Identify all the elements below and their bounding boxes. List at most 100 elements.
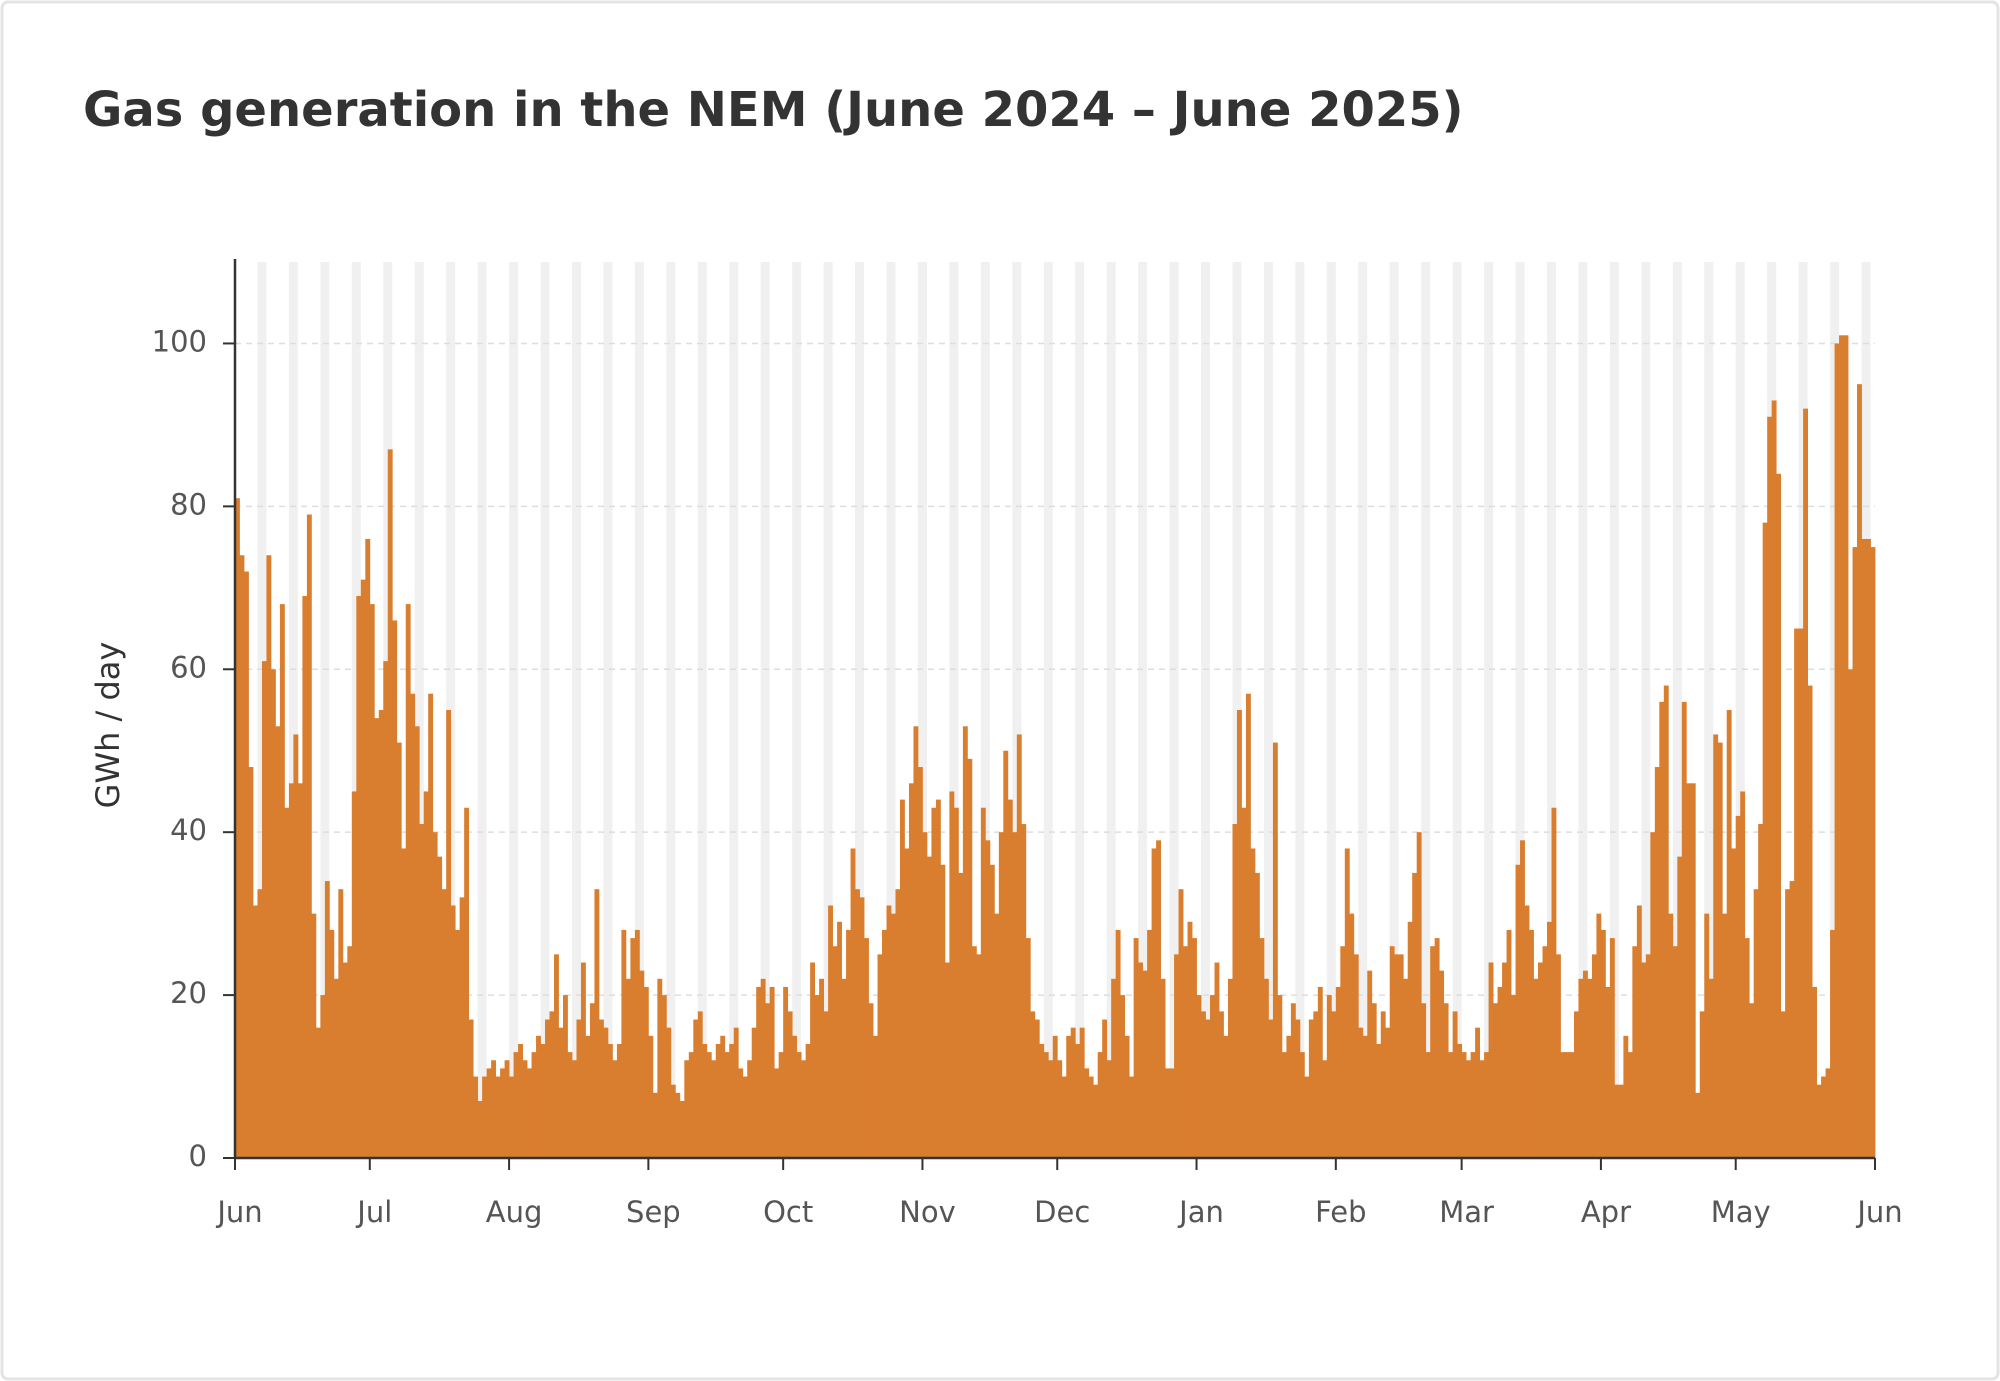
bar (1744, 938, 1750, 1158)
week-stripe (1704, 262, 1714, 1158)
bar (239, 555, 245, 1158)
bar (751, 1027, 757, 1158)
bar (329, 929, 335, 1158)
bar (819, 978, 825, 1158)
bar (1421, 1003, 1427, 1158)
bar (432, 832, 438, 1158)
bar (1708, 978, 1714, 1158)
bar (1699, 1011, 1705, 1158)
bar (652, 1092, 658, 1158)
bar (1434, 938, 1440, 1158)
bar (1870, 547, 1876, 1158)
bar (886, 905, 892, 1158)
bar (495, 1076, 501, 1158)
bar (1048, 1060, 1054, 1158)
bar (1115, 929, 1121, 1158)
bar (1371, 1003, 1377, 1158)
bar (868, 1003, 874, 1158)
bar (549, 1011, 555, 1158)
bar (1290, 1003, 1296, 1158)
week-stripe (1452, 262, 1462, 1158)
week-stripe (603, 262, 613, 1158)
bar (1776, 473, 1782, 1158)
bar (1254, 872, 1260, 1158)
bar (589, 1003, 595, 1158)
bar (1749, 1003, 1755, 1158)
bar (882, 929, 887, 1158)
bar (396, 742, 402, 1158)
bar (643, 986, 649, 1158)
bar (1632, 946, 1638, 1158)
bar (1394, 954, 1400, 1158)
bar (1587, 978, 1593, 1158)
bar (913, 726, 919, 1158)
bar (1866, 538, 1871, 1158)
bar (513, 1052, 519, 1158)
bar (967, 758, 973, 1158)
bar (1484, 1052, 1489, 1158)
bar (976, 954, 982, 1158)
bar (675, 1092, 681, 1158)
bar (1555, 954, 1561, 1158)
bar (1825, 1068, 1831, 1158)
bar (1780, 1011, 1786, 1158)
x-tick-label: Feb (1315, 1195, 1366, 1229)
bar (266, 555, 272, 1158)
bar (351, 791, 357, 1158)
bar (1502, 962, 1507, 1158)
bar (1524, 905, 1530, 1158)
bar (855, 889, 860, 1158)
y-tick-label: 100 (152, 324, 207, 358)
bar (980, 807, 986, 1158)
bar (1515, 864, 1521, 1158)
bar (1479, 1060, 1485, 1158)
bar (1227, 978, 1233, 1158)
week-stripe (666, 262, 676, 1158)
bar (1070, 1027, 1076, 1158)
bar (387, 449, 393, 1158)
week-stripe (855, 262, 865, 1158)
bar (1169, 1068, 1175, 1158)
bar (616, 1043, 622, 1158)
bar (252, 905, 258, 1158)
week-stripe (540, 262, 550, 1158)
bar (1097, 1052, 1103, 1158)
bar (904, 848, 910, 1158)
x-tick-label: Mar (1439, 1195, 1494, 1229)
bar (594, 889, 600, 1158)
bar (1340, 946, 1346, 1158)
bar (1322, 1060, 1328, 1158)
bar (917, 767, 923, 1158)
bar (1353, 954, 1359, 1158)
bar (1785, 889, 1791, 1158)
bar (428, 693, 434, 1158)
bar (841, 978, 847, 1158)
bar (302, 595, 308, 1158)
bar (1295, 1019, 1301, 1158)
bar (1457, 1043, 1463, 1158)
bar (1380, 1011, 1386, 1158)
bar (1066, 1035, 1072, 1158)
bar (1385, 1027, 1391, 1158)
bar (248, 767, 254, 1158)
bar (1061, 1076, 1067, 1158)
x-tick-label: Oct (763, 1195, 813, 1229)
bar (1389, 946, 1395, 1158)
bar (1771, 400, 1777, 1158)
bar (482, 1076, 488, 1158)
bar (1308, 1019, 1314, 1158)
bar (684, 1060, 690, 1158)
bar (1174, 954, 1179, 1158)
bar (270, 669, 276, 1158)
bar (1245, 693, 1251, 1158)
bar (1794, 628, 1800, 1158)
bar (486, 1068, 492, 1158)
week-stripe (792, 262, 802, 1158)
bar (257, 889, 263, 1158)
chart-title: Gas generation in the NEM (June 2024 – J… (83, 82, 1464, 138)
bar (423, 791, 429, 1158)
bar (756, 986, 762, 1158)
bar (1214, 962, 1220, 1158)
bar (1075, 1043, 1081, 1158)
bar (1272, 742, 1278, 1158)
